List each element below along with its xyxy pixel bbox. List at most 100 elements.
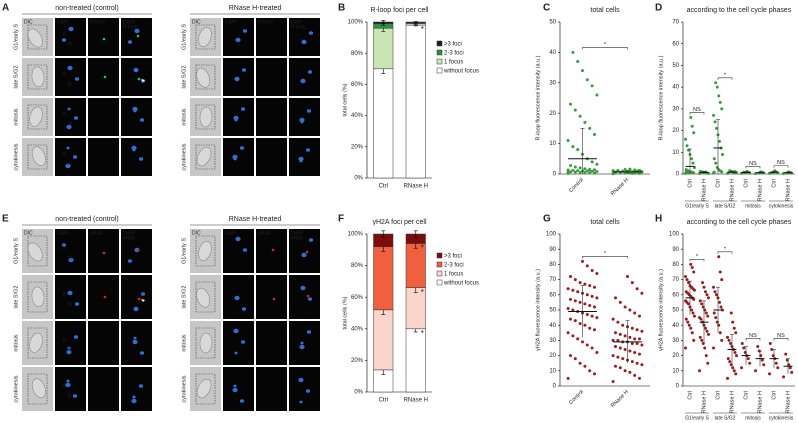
y-axis-label: total cells (%) [342,83,348,116]
fluorescence-image [289,275,320,319]
group-label: G1/early S [685,203,709,209]
row-label: cytokinesis [181,143,187,170]
x-tick-label: RNase H [610,177,630,197]
data-point [640,291,644,295]
fluorescence-image [55,98,86,136]
data-point [618,332,622,336]
significance-label: NS [749,161,757,167]
significance-label: * [604,251,607,257]
y-tick-label: 10 [672,368,679,374]
dapi-signal [132,106,138,112]
data-point [733,351,737,355]
dapi-signal [300,78,306,84]
fluorescence-image [289,58,320,96]
data-point [762,363,766,367]
channel-label: DAPI [225,19,237,25]
data-point [701,341,705,345]
data-point [578,281,582,285]
fluorescence-image [88,98,119,136]
bar-segment [373,27,394,70]
fluorescence-image [256,98,287,136]
data-point [705,293,709,297]
dapi-signal [72,155,78,159]
data-point [726,376,730,380]
legend-swatch [436,279,443,286]
roi-box [27,235,48,267]
x-tick-label: Ctrl [715,179,721,188]
group-header: non-treated (control) [55,5,118,12]
fluorescence-image [88,229,119,273]
data-point [717,300,721,304]
y-tick-label: 40 [672,85,679,91]
dapi-signal [239,399,245,403]
y-tick-label: 0 [676,384,680,390]
y-tick-label: 90 [672,247,679,253]
fluorescence-image [121,275,152,319]
group-header: non-treated (control) [55,216,118,223]
data-point [734,372,738,376]
channel-label: γH2A [123,235,136,241]
y-tick-label: 20 [672,128,679,134]
foci-signal [137,297,141,301]
significance-mark: * [421,288,424,297]
legend-label: 1 focus [444,272,463,278]
data-point [732,369,736,373]
dapi-signal [74,302,80,306]
row-label: mitosis [13,334,19,351]
y-tick-label: 30 [672,106,679,112]
y-tick-label: 70 [672,277,679,283]
y-tick-label: 100 [546,232,557,238]
significance-label: NS [749,333,757,339]
data-point [689,157,693,161]
channel-label: DAPI [57,230,69,236]
y-tick-label: 0% [354,176,363,182]
nucleus-label: N [68,81,72,87]
data-point [774,361,778,365]
data-point [581,259,584,263]
dapi-signal [66,124,72,130]
data-point [689,308,693,312]
data-point [698,299,702,303]
data-point [581,340,584,344]
data-point [573,165,577,169]
fluorescence-image [223,321,254,365]
data-point [635,287,639,291]
y-tick-label: 80% [351,51,364,57]
data-point [588,167,592,171]
data-point [712,113,716,117]
foci-signal [305,250,309,254]
data-point [714,81,718,85]
data-point [595,93,599,97]
x-tick-label: Ctrl [379,398,388,404]
x-tick-label: Ctrl [715,391,721,400]
bar-segment [405,24,426,179]
data-point [593,132,596,136]
data-point [618,346,622,350]
fluorescence-image [121,18,152,56]
data-point [768,341,772,345]
data-point [782,375,786,379]
data-point [691,161,695,165]
data-point [776,366,780,370]
chart-title: R-loop foci per cell [371,7,429,14]
data-point [635,361,639,365]
data-point [717,139,721,143]
dapi-signal [133,109,137,113]
data-point [687,148,691,152]
fluorescence-image [256,367,287,411]
data-point [623,305,627,309]
cell-outline [31,378,46,399]
dapi-signal [133,336,137,340]
x-tick-label: RNase H [701,391,707,413]
y-tick-label: 60% [351,295,364,301]
roi-box [195,327,216,359]
nucleus-label: K [63,245,67,251]
data-point [585,78,589,82]
data-point [590,84,594,88]
nucleus-label: K [63,291,67,297]
data-point [573,170,577,174]
dapi-signal [305,148,311,152]
significance-bracket [773,338,789,341]
fluorescence-image [55,58,86,96]
